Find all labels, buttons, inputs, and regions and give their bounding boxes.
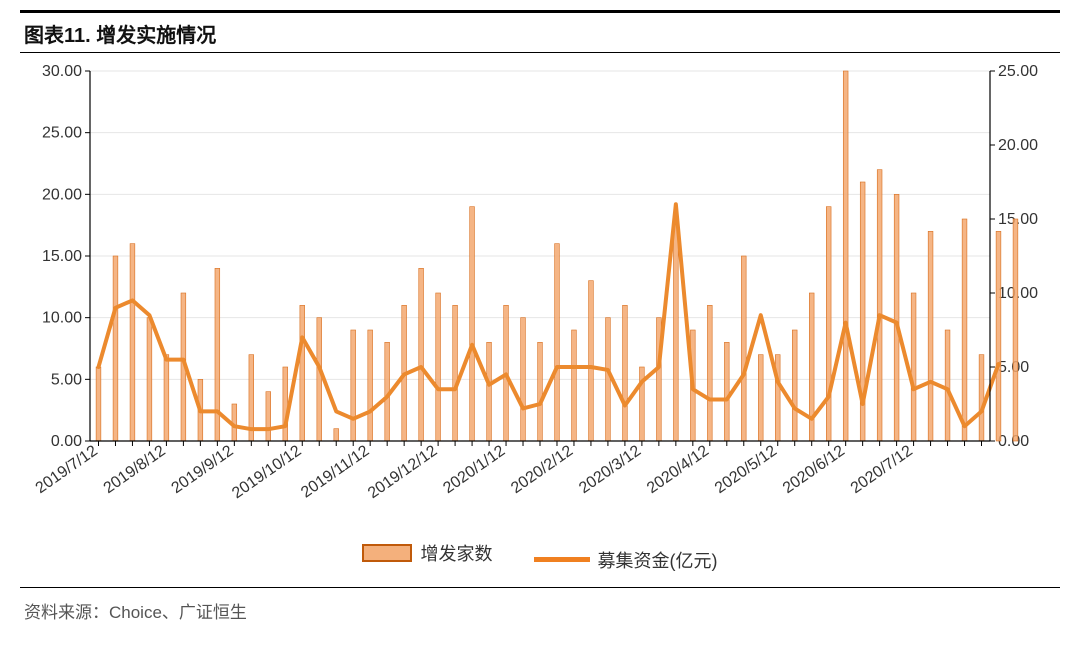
source-line: 资料来源：Choice、广证恒生: [20, 587, 1060, 623]
legend-item-line: 募集资金(亿元): [534, 547, 718, 573]
chart-area: 0.005.0010.0015.0020.0025.0030.000.005.0…: [20, 61, 1060, 581]
svg-text:15.00: 15.00: [42, 248, 82, 265]
svg-text:2020/6/12: 2020/6/12: [780, 442, 848, 497]
chart-svg: 0.005.0010.0015.0020.0025.0030.000.005.0…: [20, 61, 1060, 531]
svg-text:20.00: 20.00: [998, 137, 1038, 154]
legend-swatch-bar-icon: [362, 544, 412, 562]
legend-label-line: 募集资金(亿元): [598, 547, 718, 573]
svg-text:2019/7/12: 2019/7/12: [33, 442, 101, 497]
svg-text:30.00: 30.00: [42, 63, 82, 80]
svg-text:2019/8/12: 2019/8/12: [101, 442, 169, 497]
svg-text:2019/12/12: 2019/12/12: [365, 442, 440, 502]
legend-label-bar: 增发家数: [420, 540, 492, 566]
legend: 增发家数 募集资金(亿元): [20, 536, 1060, 573]
svg-text:2020/5/12: 2020/5/12: [712, 442, 780, 497]
svg-text:2020/7/12: 2020/7/12: [848, 442, 916, 497]
legend-swatch-line-icon: [534, 557, 590, 562]
title-separator: [20, 52, 1060, 53]
svg-text:2020/3/12: 2020/3/12: [576, 442, 644, 497]
svg-text:25.00: 25.00: [42, 125, 82, 142]
legend-item-bar: 增发家数: [362, 540, 492, 566]
svg-text:25.00: 25.00: [998, 63, 1038, 80]
svg-text:2019/11/12: 2019/11/12: [298, 442, 372, 501]
svg-text:10.00: 10.00: [42, 310, 82, 327]
figure-container: 图表11. 增发实施情况 0.00 5.00 10.00 15.00 20.00 25.0…: [0, 0, 1080, 662]
svg-text:20.00: 20.00: [42, 186, 82, 203]
svg-text:2020/2/12: 2020/2/12: [508, 442, 576, 497]
chart-title: 图表11. 增发实施情况: [20, 10, 1060, 52]
svg-text:5.00: 5.00: [51, 371, 82, 388]
svg-text:2020/1/12: 2020/1/12: [440, 442, 508, 497]
svg-text:2019/10/12: 2019/10/12: [229, 442, 304, 502]
svg-text:2020/4/12: 2020/4/12: [644, 442, 712, 497]
svg-text:0.00: 0.00: [51, 433, 82, 450]
svg-text:2019/9/12: 2019/9/12: [169, 442, 237, 497]
